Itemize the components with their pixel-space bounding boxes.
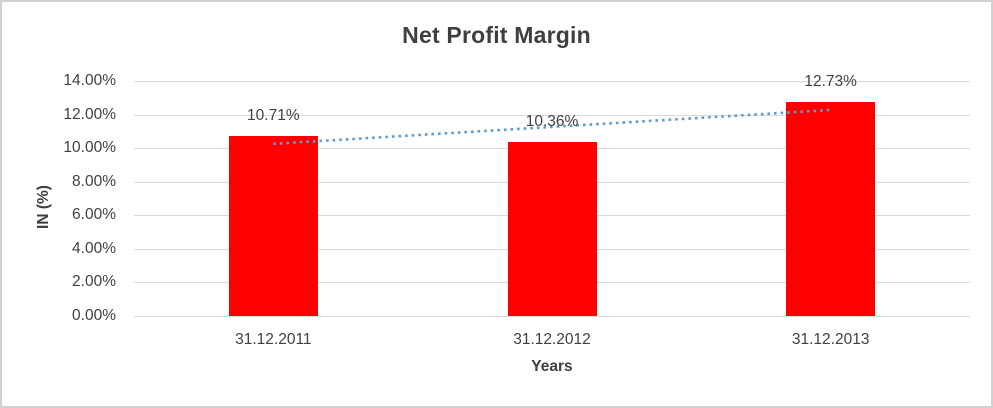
y-axis-tick-label: 4.00% <box>72 239 116 257</box>
bar-31.12.2013 <box>786 102 876 316</box>
trendline <box>273 108 831 146</box>
y-axis-tick-label: 0.00% <box>72 307 116 324</box>
bar-31.12.2012 <box>507 142 597 316</box>
x-axis-title: Years <box>531 358 573 375</box>
plot-area <box>134 81 970 317</box>
y-axis-tick-label: 14.00% <box>63 72 116 89</box>
bar-31.12.2011 <box>228 136 318 316</box>
y-axis-tick-label: 10.00% <box>63 139 116 157</box>
data-label: 12.73% <box>804 73 857 91</box>
gridline <box>134 81 970 82</box>
x-axis-tick-label: 31.12.2013 <box>791 331 870 348</box>
data-label: 10.71% <box>247 107 300 125</box>
x-axis-tick-label: 31.12.2012 <box>513 331 591 348</box>
y-axis-tick-label: 2.00% <box>72 273 116 291</box>
gridline <box>134 316 970 317</box>
y-axis-tick-label: 8.00% <box>72 172 116 190</box>
y-axis-tick-label: 12.00% <box>63 105 116 123</box>
x-axis-tick-label: 31.12.2011 <box>235 331 312 348</box>
data-label: 10.36% <box>525 113 579 131</box>
gridline <box>134 114 970 116</box>
trendline-path <box>273 108 831 146</box>
chart-title: Net Profit Margin <box>402 22 591 48</box>
y-axis-tick-label: 6.00% <box>72 206 116 224</box>
